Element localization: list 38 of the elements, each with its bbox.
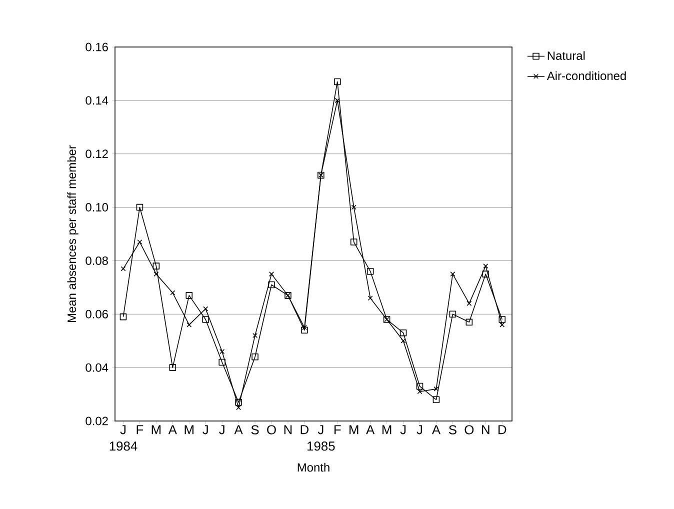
x-tick-label: O	[267, 425, 276, 434]
x-tick-label: N	[284, 425, 292, 434]
x-tick-label: J	[400, 425, 406, 434]
y-axis-title: Mean absences per staff member	[67, 145, 78, 322]
y-tick-label: 0.06	[86, 310, 108, 318]
x-tick-label: M	[382, 425, 392, 434]
x-tick-label: S	[251, 425, 259, 434]
x-tick-label: M	[350, 425, 358, 434]
x-tick-label: M	[152, 425, 161, 434]
x-tick-label: J	[318, 425, 324, 434]
x-tick-label: J	[120, 425, 126, 434]
x-axis-title: Month	[298, 462, 330, 472]
text: 1985	[307, 442, 335, 451]
x-tick-label: A	[366, 425, 375, 434]
y-tick-label: 0.10	[86, 203, 108, 212]
x-tick-label: D	[498, 425, 506, 434]
x-tick-label: J	[219, 425, 224, 434]
y-tick-label: 0.14	[86, 96, 108, 105]
legend-label: Natural	[548, 51, 585, 60]
y-tick-label: 0.04	[86, 363, 108, 372]
y-tick-label: 0.16	[86, 42, 108, 52]
legend-label: Air-conditioned	[546, 71, 626, 80]
x-tick-label: O	[464, 425, 474, 434]
y-tick-label: 0.08	[86, 256, 108, 265]
x-tick-label: M	[184, 425, 194, 434]
x-tick-label: A	[432, 425, 441, 434]
x-tick-label: D	[300, 425, 308, 434]
text: 1984	[110, 442, 138, 451]
x-tick-label: N	[482, 425, 490, 434]
x-tick-label: A	[234, 425, 243, 434]
x-tick-label: F	[136, 425, 144, 434]
x-tick-label: S	[448, 425, 456, 434]
x-tick-label: J	[202, 425, 208, 434]
y-tick-label: 0.12	[86, 150, 108, 158]
x-tick-label: J	[416, 425, 422, 434]
x-tick-label: A	[168, 425, 177, 434]
y-tick-label: 0.02	[86, 416, 108, 426]
x-tick-label: F	[334, 425, 341, 434]
